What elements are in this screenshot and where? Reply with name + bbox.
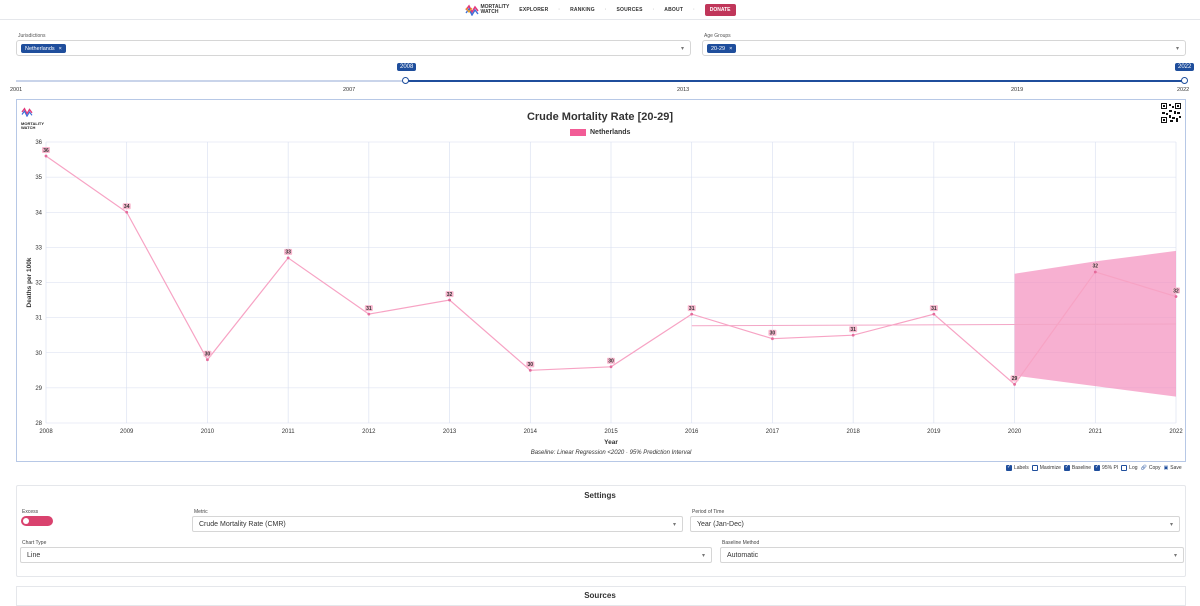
chart-logo: MORTALITY WATCH (21, 104, 44, 130)
chart-type-value: Line (27, 552, 41, 559)
chart-controls: Labels Maximize Baseline 95% PI Log 🔗︎Co… (1006, 464, 1182, 471)
period-value: Year (Jan-Dec) (697, 521, 744, 528)
chart-type-select[interactable]: Line ▾ (20, 547, 712, 563)
year-range-fill (406, 80, 1186, 82)
logo-line2: WATCH (480, 8, 499, 15)
year-end-handle[interactable] (1181, 77, 1188, 84)
excess-toggle-knob (23, 518, 29, 524)
chart-title: Crude Mortality Rate [20-29] (526, 111, 674, 123)
baseline-toggle[interactable]: Baseline (1063, 464, 1092, 471)
chevron-down-icon: ▾ (680, 46, 684, 52)
legend-label: Netherlands (590, 129, 631, 136)
chevron-down-icon: ▾ (1173, 553, 1177, 559)
age-chip-label: 20-29 (711, 45, 726, 52)
chart-type-label: Chart Type (22, 540, 47, 546)
baseline-method-label: Baseline Method (722, 540, 760, 546)
excess-toggle[interactable] (21, 516, 53, 526)
maximize-checkbox[interactable] (1031, 465, 1038, 471)
logo-text: MORTALITY WATCH (480, 3, 510, 15)
save-button[interactable]: ▣ Save (1164, 465, 1182, 471)
legend-swatch (570, 129, 586, 136)
qr-code-icon[interactable] (1160, 102, 1182, 124)
logo-mark-icon (464, 3, 479, 16)
settings-title: Settings (584, 491, 616, 500)
period-label: Period of Time (692, 509, 725, 515)
chart-legend[interactable]: Netherlands (570, 129, 630, 136)
top-nav: MORTALITY WATCH EXPLORER · RANKING · SOU… (0, 0, 1200, 20)
year-end-tooltip: 2022 (1175, 63, 1195, 71)
metric-value: Crude Mortality Rate (CMR) (199, 521, 286, 528)
chevron-down-icon: ▾ (672, 522, 676, 528)
pi-checkbox[interactable] (1094, 464, 1101, 471)
jurisdictions-select[interactable]: Netherlands × ▾ (16, 40, 691, 56)
link-icon: 🔗︎ (1140, 465, 1147, 471)
jurisdiction-chip: Netherlands × (21, 44, 66, 53)
copy-button[interactable]: 🔗︎ Copy (1141, 465, 1161, 471)
chart-logo-line1: MORTALITY (21, 121, 45, 126)
pi-toggle[interactable]: 95% PI (1094, 464, 1119, 471)
nav-separator: · (693, 6, 695, 13)
slider-tick: 2019 (1011, 87, 1024, 93)
sources-title: Sources (584, 591, 616, 600)
donate-button[interactable]: DONATE (704, 3, 736, 16)
chevron-down-icon: ▾ (1169, 522, 1173, 528)
baseline-text: Baseline (1071, 465, 1092, 471)
nav-sources[interactable]: SOURCES (616, 6, 643, 13)
nav-separator: · (604, 6, 607, 13)
labels-checkbox[interactable] (1006, 464, 1012, 471)
logo-mark-icon (21, 107, 33, 118)
baseline-checkbox[interactable] (1063, 464, 1070, 471)
age-groups-select[interactable]: 20-29 × ▾ (702, 40, 1186, 56)
logo[interactable]: MORTALITY WATCH (464, 3, 510, 16)
maximize-text: Maximize (1039, 465, 1061, 471)
log-text: Log (1129, 465, 1138, 471)
chip-remove-icon[interactable]: × (729, 45, 733, 52)
chip-remove-icon[interactable]: × (58, 45, 62, 52)
maximize-toggle[interactable]: Maximize (1031, 465, 1061, 471)
metric-label: Metric (194, 509, 208, 515)
baseline-method-select[interactable]: Automatic ▾ (720, 547, 1184, 563)
save-icon: ▣ (1163, 465, 1169, 471)
nav-explorer[interactable]: EXPLORER (519, 6, 549, 13)
nav-ranking[interactable]: RANKING (570, 6, 595, 13)
slider-tick: 2022 (1177, 87, 1190, 93)
chevron-down-icon: ▾ (701, 553, 705, 559)
logo-line1: MORTALITY (480, 3, 510, 10)
period-select[interactable]: Year (Jan-Dec) ▾ (690, 516, 1180, 532)
excess-label: Excess (22, 509, 39, 515)
jurisdiction-chip-label: Netherlands (25, 45, 55, 52)
slider-tick: 2013 (677, 87, 690, 93)
nav-separator: · (558, 6, 561, 13)
log-toggle[interactable]: Log (1121, 465, 1138, 471)
jurisdictions-label: Jurisdictions (18, 33, 46, 39)
nav-about[interactable]: ABOUT (664, 6, 684, 13)
labels-toggle[interactable]: Labels (1006, 464, 1029, 471)
slider-tick: 2007 (343, 87, 356, 93)
metric-select[interactable]: Crude Mortality Rate (CMR) ▾ (192, 516, 683, 532)
log-checkbox[interactable] (1121, 465, 1128, 471)
year-start-handle[interactable] (402, 77, 409, 84)
baseline-method-value: Automatic (727, 552, 759, 559)
chart-logo-line2: WATCH (21, 125, 36, 130)
year-start-tooltip: 2008 (397, 63, 417, 71)
slider-tick: 2001 (10, 87, 23, 93)
chevron-down-icon: ▾ (1175, 46, 1179, 52)
nav-separator: · (652, 6, 655, 13)
labels-text: Labels (1014, 465, 1029, 471)
save-text: Save (1170, 465, 1182, 471)
age-chip: 20-29 × (707, 44, 737, 53)
settings-panel (16, 485, 1186, 577)
age-groups-label: Age Groups (704, 33, 731, 39)
pi-text: 95% PI (1102, 465, 1119, 471)
chart-panel (16, 99, 1186, 462)
copy-text: Copy (1148, 465, 1161, 471)
